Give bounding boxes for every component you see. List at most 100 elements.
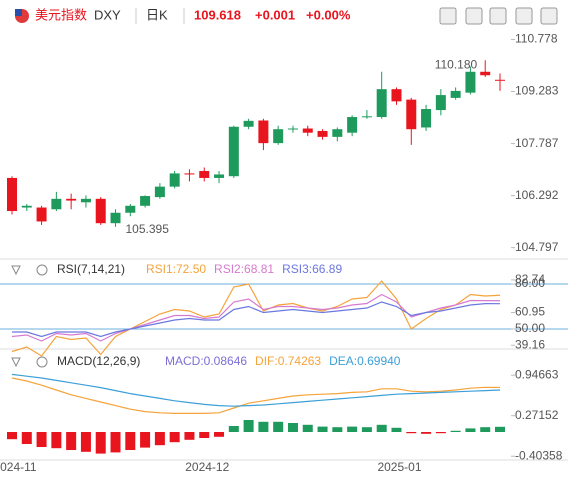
high-annotation: 110.180 <box>435 57 478 71</box>
legend-entry: DIF:0.74263 <box>255 354 321 368</box>
macd-bar <box>347 426 358 432</box>
candle-body <box>51 198 62 210</box>
series-line <box>12 301 501 338</box>
legend-entry: RSI2:68.81 <box>214 262 274 276</box>
macd-bar <box>391 427 402 432</box>
macd-bar <box>273 421 284 432</box>
candle-body <box>169 173 180 187</box>
macd-bar <box>465 428 476 432</box>
candle-body <box>80 198 91 203</box>
y-tick-label: 60.95 <box>515 305 545 319</box>
change-pct: +0.00% <box>306 7 351 22</box>
candle-body <box>347 117 358 133</box>
low-annotation: 105.395 <box>126 222 170 236</box>
macd-bar <box>184 432 195 440</box>
x-tick-label: 2024-11 <box>0 460 37 474</box>
candle-body <box>154 186 165 198</box>
tool-button[interactable] <box>489 7 507 25</box>
candle-body <box>125 205 136 213</box>
macd-bar <box>66 432 77 450</box>
candle-body <box>199 170 210 178</box>
legend-entry: MACD:0.08646 <box>165 354 247 368</box>
flag-icon <box>15 9 29 23</box>
candle-body <box>214 174 225 178</box>
symbol: DXY <box>94 7 121 22</box>
y-tick-label: 107.787 <box>515 136 559 150</box>
candle-body <box>317 130 328 137</box>
candle-body <box>361 116 372 118</box>
y-tick-label: 106.292 <box>515 188 559 202</box>
y-tick-label: 80.00 <box>515 276 545 290</box>
macd-bar <box>169 432 180 443</box>
macd-bar <box>228 426 239 432</box>
tool-button[interactable] <box>465 7 483 25</box>
series-line <box>11 280 501 357</box>
candle-body <box>391 89 402 102</box>
x-tick-label: 2024-12 <box>185 460 229 474</box>
candle-body <box>36 207 47 222</box>
rsi-settings[interactable] <box>11 264 48 276</box>
period[interactable]: 日K <box>146 7 168 22</box>
macd-bar <box>435 432 446 434</box>
macd-bar <box>7 432 17 440</box>
macd-bar <box>376 424 387 432</box>
candle-body <box>406 99 417 130</box>
macd-settings[interactable] <box>11 356 48 368</box>
candle-body <box>450 90 461 98</box>
candle-body <box>480 71 491 76</box>
macd-bar <box>406 432 417 434</box>
candle-body <box>110 212 121 224</box>
macd-bar <box>480 427 491 432</box>
x-tick-label: 2025-01 <box>377 460 421 474</box>
tool-button[interactable] <box>439 7 457 25</box>
candle-body <box>258 120 269 144</box>
macd-bar <box>154 432 165 446</box>
candle-body <box>7 177 17 212</box>
candle-body <box>184 173 195 175</box>
macd-bar <box>214 432 225 437</box>
macd-bar <box>80 432 91 452</box>
macd-bar <box>199 432 210 438</box>
macd-bar <box>258 421 269 432</box>
tool-button[interactable] <box>515 7 533 25</box>
rsi-title: RSI(7,14,21) <box>57 262 125 276</box>
macd-bar <box>110 432 121 453</box>
candle-body <box>302 128 313 133</box>
macd-bar <box>317 426 328 432</box>
change: +0.001 <box>255 7 295 22</box>
candle-body <box>495 79 505 81</box>
y-tick-label: 104.797 <box>515 240 559 254</box>
y-tick-label: -0.40358 <box>515 448 563 462</box>
macd-bar <box>421 432 432 434</box>
candle-body <box>273 129 284 144</box>
legend-entry: RSI1:72.50 <box>146 262 206 276</box>
macd-bar <box>243 420 254 432</box>
candle-body <box>21 205 32 208</box>
y-tick-label: 109.283 <box>515 84 559 98</box>
candle-body <box>243 120 254 127</box>
candle-body <box>95 198 106 224</box>
legend-entry: DEA:0.69940 <box>329 354 401 368</box>
candle-body <box>228 126 239 177</box>
macd-bar <box>332 427 343 432</box>
series-line <box>11 373 501 407</box>
candle-body <box>376 89 387 118</box>
macd-title: MACD(12,26,9) <box>57 354 140 368</box>
y-tick-label: 82.74 <box>515 272 545 286</box>
y-tick-label: 50.00 <box>515 321 545 335</box>
macd-bar <box>495 426 505 432</box>
macd-bar <box>125 432 136 450</box>
candle-body <box>66 198 77 201</box>
toolbar <box>439 7 558 25</box>
macd-bar <box>450 430 461 432</box>
macd-bar <box>95 432 106 454</box>
tool-button[interactable] <box>540 7 558 25</box>
macd-bar <box>36 432 47 447</box>
legend-entry: RSI3:66.89 <box>282 262 342 276</box>
candle-body <box>465 71 476 93</box>
macd-bar <box>140 432 151 448</box>
candle-body <box>421 109 432 128</box>
macd-bar <box>361 427 372 432</box>
y-tick-label: 0.27152 <box>515 408 559 422</box>
